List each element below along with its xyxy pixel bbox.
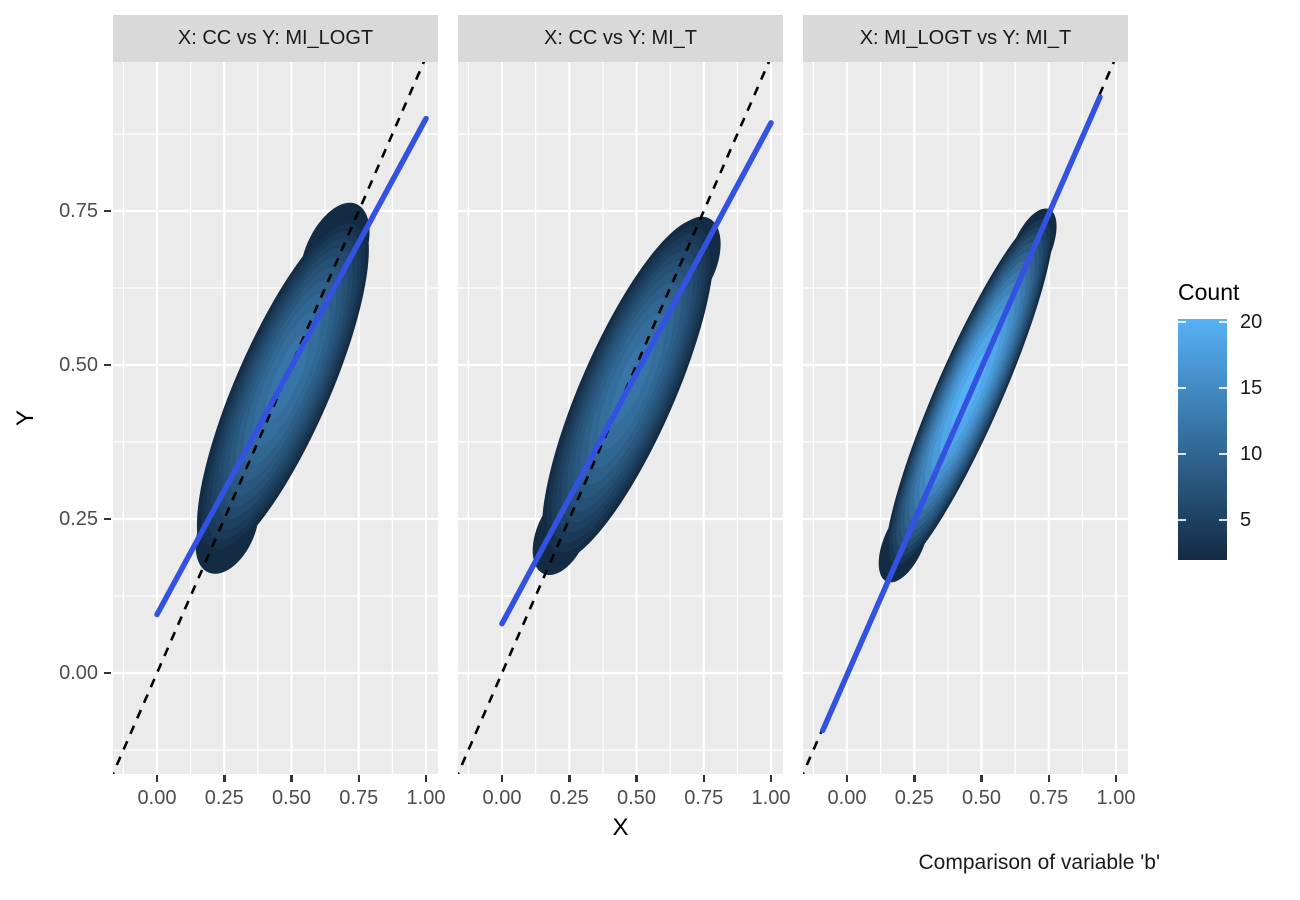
legend-tick-label: 10 [1240,443,1263,466]
legend-tick-label: 15 [1240,376,1263,399]
x-tick-mark [769,775,773,782]
y-tick-mark [104,671,111,675]
x-tick-mark [980,775,983,782]
x-tick-label: 0.25 [894,787,934,809]
x-tick-mark [290,775,293,782]
legend-tick-label: 20 [1240,310,1263,333]
x-tick-mark [913,775,916,782]
x-tick-label: 0.75 [684,787,724,809]
y-tick-label: 0.75 [59,200,98,222]
x-tick-mark [500,775,504,782]
legend-tick-mark-right [1219,519,1227,522]
legend-tick-mark-right [1219,320,1227,323]
density-panel-cc-vs-mi-logt [113,62,438,774]
y-axis-title: Y [12,410,39,427]
y-tick-label: 0.25 [59,508,98,530]
facet-strip-mi-logt-vs-mi-t: X: MI_LOGT vs Y: MI_T [803,15,1128,62]
x-tick-label: 0.50 [962,787,1001,809]
x-tick-label: 0.75 [1029,787,1069,809]
y-tick-mark [104,209,111,213]
regression-line [154,115,429,618]
x-tick-label: 1.00 [1096,787,1136,809]
x-tick-mark [424,775,428,782]
x-tick-label: 1.00 [406,787,446,809]
x-tick-mark [702,775,706,782]
x-tick-mark [1047,775,1051,782]
legend-tick-mark-left [1178,519,1186,522]
legend-tick-mark-left [1178,453,1186,456]
facet-strip-cc-vs-mi-logt: X: CC vs Y: MI_LOGT [113,15,438,62]
y-tick-label: 0.00 [59,662,98,684]
regression-line [820,94,1103,734]
legend-tick-label: 5 [1240,509,1252,532]
legend-tick-mark-right [1219,386,1227,389]
x-tick-label: 0.25 [549,787,589,809]
x-tick-mark [357,775,361,782]
x-tick-mark [635,775,638,782]
x-tick-mark [155,775,159,782]
x-tick-mark [568,775,571,782]
x-tick-label: 0.00 [137,787,177,809]
x-tick-label: 0.25 [204,787,244,809]
density-panel-cc-vs-mi-t [458,62,783,774]
legend-tick-mark-left [1178,320,1186,323]
x-axis-title: X [612,814,629,841]
legend-title: Count [1178,279,1240,305]
regression-line [499,120,774,627]
x-tick-label: 0.50 [272,787,311,809]
density-panel-mi-logt-vs-mi-t [803,62,1128,774]
x-tick-label: 0.00 [827,787,867,809]
legend-tick-mark-right [1219,453,1227,456]
x-tick-label: 0.75 [339,787,379,809]
y-tick-mark [104,517,111,521]
legend-tick-mark-left [1178,386,1186,389]
plot-caption: Comparison of variable 'b' [918,851,1160,874]
facet-strip-cc-vs-mi-t: X: CC vs Y: MI_T [458,15,783,62]
x-tick-label: 1.00 [751,787,791,809]
legend-colorbar [1178,319,1227,560]
x-tick-label: 0.50 [617,787,656,809]
x-tick-mark [223,775,226,782]
x-tick-mark [1114,775,1118,782]
x-tick-label: 0.00 [482,787,522,809]
y-tick-mark [104,363,111,367]
x-tick-mark [845,775,849,782]
y-tick-label: 0.50 [59,354,98,376]
